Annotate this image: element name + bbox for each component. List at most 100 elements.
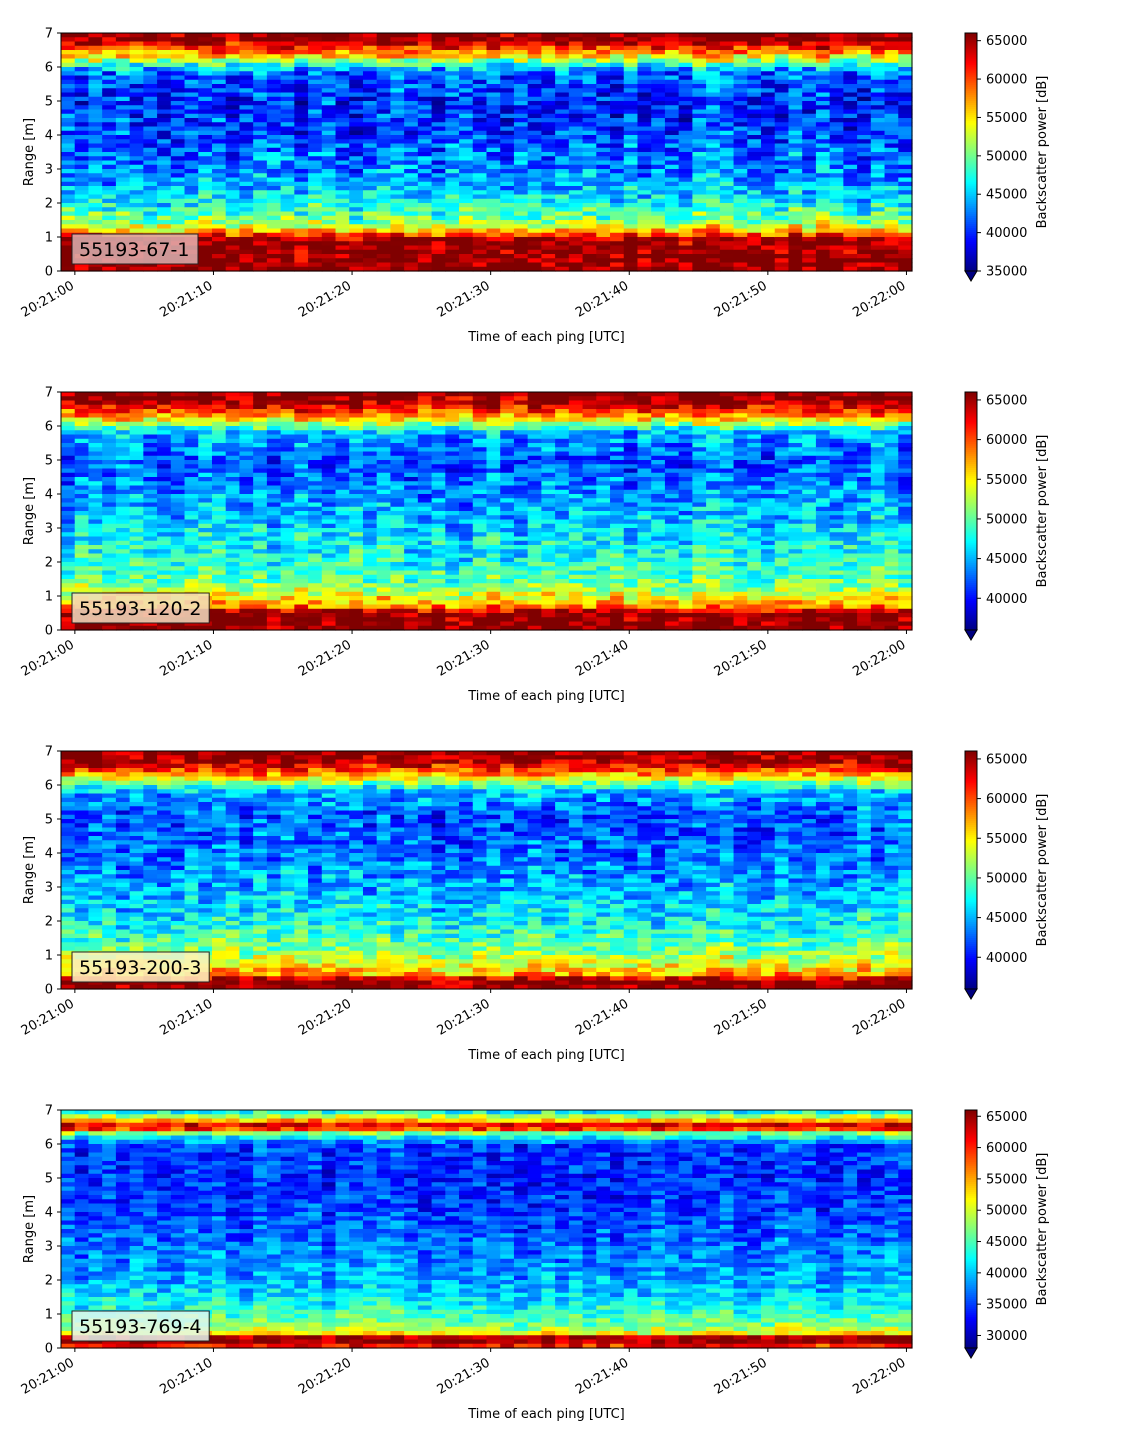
heatmap-cell [322,571,336,576]
heatmap-cell [281,537,295,542]
heatmap-cell [885,33,899,38]
heatmap-cell [816,80,830,85]
heatmap-cell [706,105,720,110]
heatmap-cell [761,71,775,76]
heatmap-cell [294,80,308,85]
heatmap-cell [816,54,830,59]
heatmap-cell [390,63,404,68]
heatmap-cell [267,101,281,106]
heatmap-cell [500,84,514,89]
heatmap-cell [143,435,157,440]
heatmap-cell [226,224,240,229]
heatmap-cell [569,237,583,242]
heatmap-cell [377,156,391,161]
heatmap-cell [88,422,102,427]
heatmap-cell [130,169,144,174]
heatmap-cell [706,54,720,59]
heatmap-cell [898,190,912,195]
heatmap-cell [308,263,322,268]
heatmap-cell [802,216,816,221]
heatmap-cell [624,76,638,81]
heatmap-cell [898,84,912,89]
heatmap-cell [61,443,75,448]
heatmap-cell [761,139,775,144]
heatmap-cell [226,617,240,622]
heatmap-cell [198,435,212,440]
heatmap-cell [212,481,226,486]
heatmap-cell [692,199,706,204]
heatmap-cell [692,263,706,268]
heatmap-cell [171,148,185,153]
heatmap-cell [130,507,144,512]
heatmap-cell [404,263,418,268]
heatmap-cell [294,156,308,161]
heatmap-cell [761,199,775,204]
heatmap-cell [116,207,130,212]
heatmap-cell [171,33,185,38]
heatmap-cell [418,105,432,110]
heatmap-cell [459,135,473,140]
heatmap-cell [898,46,912,51]
heatmap-cell [610,237,624,242]
heatmap-cell [843,246,857,251]
heatmap-cell [528,161,542,166]
heatmap-cell [404,258,418,263]
heatmap-cell [294,135,308,140]
heatmap-cell [61,220,75,225]
heatmap-cell [404,186,418,191]
heatmap-cell [885,250,899,255]
heatmap-cell [706,93,720,98]
heatmap-cell [336,114,350,119]
heatmap-cell [734,122,748,127]
heatmap-cell [308,203,322,208]
heatmap-cell [843,37,857,42]
heatmap-cell [528,207,542,212]
heatmap-cell [349,422,363,427]
heatmap-cell [692,216,706,221]
heatmap-cell [665,110,679,115]
heatmap-cell [171,212,185,217]
heatmap-cell [788,135,802,140]
heatmap-cell [281,447,295,452]
heatmap-cell [528,263,542,268]
heatmap-cell [871,237,885,242]
heatmap-cell [253,600,267,605]
heatmap-cell [336,63,350,68]
heatmap-cell [363,558,377,563]
heatmap-cell [363,430,377,435]
heatmap-cell [116,409,130,414]
heatmap-cell [239,190,253,195]
heatmap-cell [267,494,281,499]
heatmap-cell [267,229,281,234]
heatmap-cell [281,452,295,457]
heatmap-cell [734,216,748,221]
heatmap-cell [404,152,418,157]
heatmap-cell [253,605,267,610]
heatmap-cell [720,37,734,42]
heatmap-cell [130,173,144,178]
heatmap-cell [459,37,473,42]
heatmap-cell [624,190,638,195]
heatmap-cell [857,258,871,263]
heatmap-cell [610,190,624,195]
heatmap-cell [390,101,404,106]
heatmap-cell [665,241,679,246]
heatmap-cell [404,212,418,217]
heatmap-cell [239,76,253,81]
heatmap-cell [624,203,638,208]
heatmap-cell [116,443,130,448]
heatmap-cell [830,224,844,229]
heatmap-cell [75,486,89,491]
heatmap-cell [212,605,226,610]
heatmap-cell [596,216,610,221]
heatmap-cell [665,216,679,221]
heatmap-cell [116,224,130,229]
heatmap-cell [61,549,75,554]
heatmap-cell [898,220,912,225]
heatmap-cell [253,473,267,478]
heatmap-cell [418,80,432,85]
heatmap-cell [514,144,528,149]
heatmap-cell [514,127,528,132]
heatmap-cell [857,76,871,81]
heatmap-cell [651,97,665,102]
